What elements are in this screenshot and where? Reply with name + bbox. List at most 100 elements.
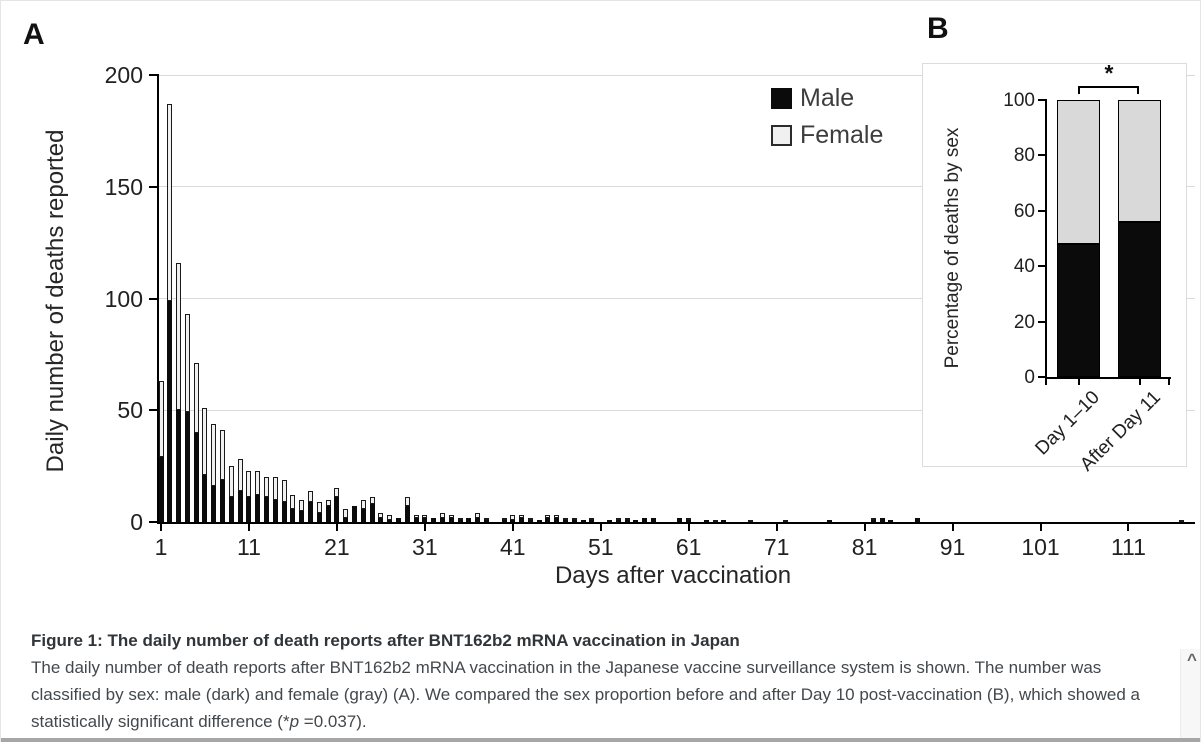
bar-day-8-female (220, 430, 226, 480)
bar-day-117-female (1178, 519, 1184, 522)
bar-day-87-male (914, 517, 920, 522)
y-axis-tick (149, 185, 157, 188)
bar-day-30-male (413, 517, 419, 522)
x-axis-tick (775, 524, 778, 531)
bar-day-55-male (633, 519, 639, 522)
caption-scrollbar[interactable]: ^ (1180, 649, 1200, 738)
bar-day-15-male (281, 501, 287, 522)
bar-day-41-female (510, 515, 516, 520)
y-tick-label: 0 (130, 509, 143, 535)
bar-day-54-female (624, 517, 630, 520)
x-axis-tick (687, 524, 690, 531)
gridline-150 (158, 186, 1195, 188)
y-axis-line (157, 74, 159, 524)
bar-day-19-female (316, 501, 322, 514)
bar-day-21-male (334, 497, 340, 522)
bar-day-27-female (387, 515, 393, 520)
x-tick-label: 81 (851, 534, 878, 560)
bar-day-16-female (290, 495, 296, 509)
panel-b-y-tick (1038, 154, 1045, 157)
bar-day-9-male (228, 497, 234, 522)
panel-b-bar-2-male (1118, 221, 1161, 377)
bar-day-45-male (545, 517, 551, 522)
significance-bracket (1078, 86, 1139, 94)
bar-day-18-male (308, 501, 313, 522)
bar-day-2-male (167, 300, 173, 522)
panel-b-x-tick (1138, 379, 1141, 385)
bar-day-77-male (826, 519, 832, 522)
bar-day-22-female (343, 508, 349, 518)
panel-a-y-axis-title: Daily number of deaths reported (42, 129, 69, 473)
bar-day-25-female (369, 497, 375, 505)
legend-item-male: Male (771, 85, 883, 111)
bar-day-44-male (536, 519, 542, 522)
gridline-200 (158, 74, 1195, 76)
bar-day-83-male (879, 517, 885, 522)
bar-day-47-female (563, 517, 569, 520)
panel-b-y-tick-label: 80 (1013, 145, 1035, 167)
x-axis-tick (160, 524, 162, 531)
caption-body-text: The daily number of death reports after … (31, 658, 1140, 731)
panel-a-chart: 0 50 100 150 200 1 11 21 31 41 51 61 71 81 91 101 111 (1, 1, 1200, 613)
x-tick-label: 21 (324, 534, 350, 560)
bar-day-34-male (448, 517, 454, 522)
bar-day-5-female (193, 363, 199, 433)
bar-day-53-male (615, 519, 621, 522)
bar-day-40-female (501, 517, 507, 520)
bar-day-5-male (193, 432, 199, 522)
bar-day-43-male (527, 519, 533, 522)
bar-day-42-female (519, 515, 525, 518)
bar-day-1-male (158, 457, 164, 522)
bar-day-68-female (747, 519, 753, 522)
bar-day-21-female (334, 488, 340, 498)
legend-item-female: Female (771, 122, 883, 148)
panel-b-y-tick-label: 0 (1024, 367, 1035, 388)
bar-day-12-female (255, 470, 261, 496)
bar-day-12-male (255, 495, 261, 522)
x-axis-tick (599, 524, 602, 531)
bar-day-29-female (404, 497, 410, 507)
panel-b-y-tick-label: 20 (1013, 311, 1035, 333)
bar-day-18-female (308, 490, 313, 502)
bar-day-26-male (378, 517, 384, 522)
bar-day-8-male (220, 479, 226, 522)
gridline-100 (158, 298, 1195, 299)
bar-day-14-female (272, 477, 278, 500)
x-axis-tick (1039, 524, 1042, 531)
bar-day-25-male (369, 504, 375, 522)
scroll-up-arrow-icon[interactable]: ^ (1187, 650, 1197, 669)
panel-b-x-tick (1077, 379, 1080, 385)
bar-day-33-female (439, 513, 445, 518)
x-axis-tick (423, 524, 426, 531)
y-tick-label: 200 (104, 62, 143, 88)
bar-day-31-female (422, 515, 428, 518)
bar-day-35-female (457, 517, 463, 520)
x-axis-tick (247, 524, 250, 531)
figure-caption: Figure 1: The daily number of death repo… (31, 627, 1169, 735)
bar-day-17-female (299, 499, 305, 511)
bar-day-52-male (607, 519, 613, 522)
panel-a-label: A (23, 18, 45, 51)
bar-day-72-female (782, 519, 788, 522)
bar-day-53-female (615, 517, 621, 520)
caption-body-end: =0.037). (299, 712, 367, 731)
x-tick-label: 11 (236, 534, 261, 560)
bar-day-61-female (686, 517, 692, 520)
bar-day-35-male (457, 519, 463, 522)
panel-b-y-tick-label: 60 (1013, 200, 1035, 222)
bar-day-43-female (527, 517, 533, 520)
x-axis-tick (1127, 524, 1130, 531)
bar-day-19-male (316, 513, 322, 522)
bar-day-9-female (228, 466, 234, 498)
panel-b-bar-1-male (1057, 244, 1100, 377)
bar-day-45-female (545, 515, 551, 518)
bar-day-48-female (571, 517, 577, 520)
bar-day-11-female (246, 470, 252, 498)
y-axis-tick (149, 74, 157, 76)
bar-day-15-female (281, 479, 287, 502)
bar-day-33-male (439, 517, 445, 522)
bar-day-54-male (624, 519, 630, 522)
bar-day-38-male (483, 519, 489, 522)
bar-day-3-female (176, 262, 182, 411)
